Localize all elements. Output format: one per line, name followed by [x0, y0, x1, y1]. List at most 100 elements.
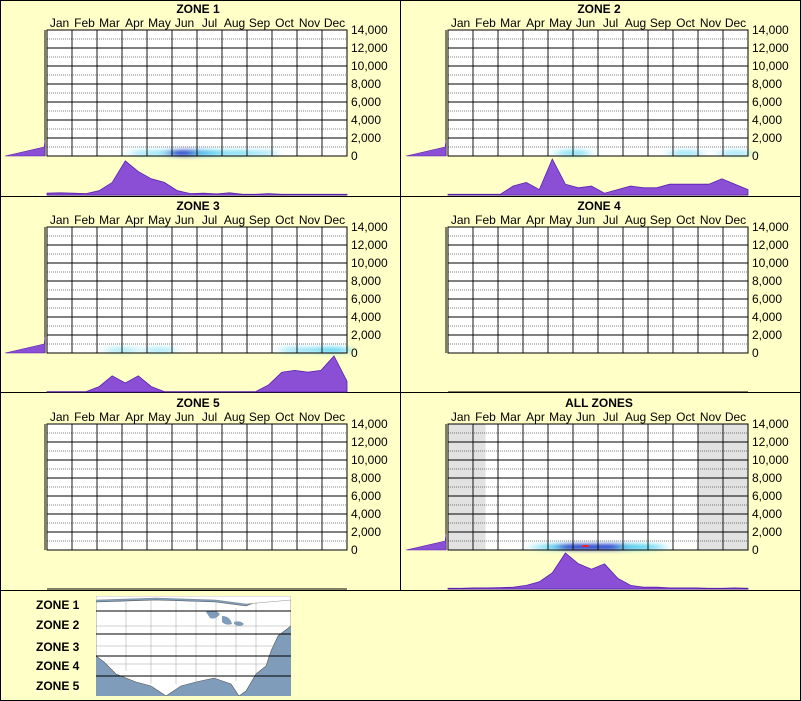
zone-2-elevation-density — [406, 139, 447, 157]
zone-1-y-tick-label: 4,000 — [351, 113, 381, 127]
all-zones-title: ALL ZONES — [565, 396, 633, 410]
zone-5-y-tick-label: 14,000 — [351, 417, 388, 431]
all-zones-month-label: Jan — [451, 410, 470, 424]
zone-3-month-label: Oct — [275, 213, 294, 227]
zone-2-y-tick-label: 2,000 — [752, 131, 782, 145]
zone-5-y-tick-label: 0 — [351, 543, 358, 557]
zone-5-title: ZONE 5 — [176, 396, 220, 410]
zone-4-y-tick-label: 14,000 — [752, 220, 789, 234]
zone-1-heat-layer — [129, 150, 277, 156]
all-zones-peak-marker — [582, 545, 589, 547]
zone-4-month-label: Jun — [576, 213, 595, 227]
zone-1-month-label: Jun — [175, 16, 194, 30]
zone-2-month-label: Nov — [700, 16, 721, 30]
zone-1-month-label: Apr — [125, 16, 144, 30]
zone-3-y-tick-label: 6,000 — [351, 292, 381, 306]
zone-5-y-tick-label: 12,000 — [351, 435, 388, 449]
zone-3-grid-frame — [46, 226, 348, 354]
zone-2-y-tick-label: 4,000 — [752, 113, 782, 127]
zone-5-y-tick-label: 2,000 — [351, 525, 381, 539]
zone-2-month-label: Sep — [650, 16, 672, 30]
zone-1-title: ZONE 1 — [176, 2, 220, 16]
zone-2-month-label: Jun — [576, 16, 595, 30]
zone-4-month-label: Jul — [603, 213, 618, 227]
all-zones-y-tick-label: 2,000 — [752, 525, 782, 539]
zone-4-y-tick-label: 8,000 — [752, 274, 782, 288]
zone-3-month-label: Nov — [299, 213, 320, 227]
legend-zone-5-label: ZONE 5 — [36, 679, 80, 693]
zone-5-grid-frame — [46, 423, 348, 551]
zone-2-panel: ZONE 2 Jan Feb Mar Apr May Jun Jul Aug Sep Oct Nov D… — [406, 2, 789, 196]
zone-1-heat-cell — [217, 150, 252, 156]
all-zones-panel: ALL ZONES Jan Feb Mar Apr May Jun Jul Aug Sep Oct N… — [406, 396, 789, 590]
zone-2-month-label: Dec — [725, 16, 746, 30]
all-zones-elevation-density — [406, 533, 447, 551]
zone-1-month-label: Aug — [224, 16, 245, 30]
zone-4-title: ZONE 4 — [577, 199, 621, 213]
zone-1-y-tick-label: 10,000 — [351, 59, 388, 73]
zone-2-grid-frame — [447, 29, 749, 157]
zone-3-y-tick-label: 2,000 — [351, 328, 381, 342]
zone-5-y-tick-label: 6,000 — [351, 489, 381, 503]
zone-4-month-label: Sep — [650, 213, 672, 227]
zone-5-month-label: Jun — [175, 410, 194, 424]
zone-5-month-label: May — [148, 410, 171, 424]
zone-4-month-label: Aug — [625, 213, 646, 227]
zone-3-heat-cell — [142, 347, 177, 353]
zone-1-panel: ZONE 1 Jan Feb Mar Apr May Jun Jul Aug Sep Oct Nov D… — [5, 2, 388, 196]
zone-5-month-label: Jan — [50, 410, 69, 424]
all-zones-y-tick-label: 0 — [752, 543, 759, 557]
all-zones-y-tick-label: 4,000 — [752, 507, 782, 521]
all-zones-shaded-month — [723, 424, 748, 550]
all-zones-month-label: May — [549, 410, 572, 424]
zone-1-month-label: May — [148, 16, 171, 30]
zone-1-y-tick-label: 6,000 — [351, 95, 381, 109]
all-zones-month-density — [447, 552, 749, 590]
zone-1-elevation-density — [5, 139, 46, 157]
zone-1-month-label: Nov — [299, 16, 320, 30]
zone-4-month-label: Dec — [725, 213, 746, 227]
us-map-image — [96, 596, 291, 696]
zone-5-month-label: Feb — [74, 410, 95, 424]
zone-2-y-tick-label: 14,000 — [752, 23, 789, 37]
all-zones-y-tick-label: 10,000 — [752, 453, 789, 467]
zone-4-month-label: Feb — [475, 213, 496, 227]
zone-2-month-label: Jul — [603, 16, 618, 30]
zone-5-month-label: Dec — [324, 410, 345, 424]
all-zones-y-tick-label: 8,000 — [752, 471, 782, 485]
all-zones-month-label: Jul — [603, 410, 618, 424]
zone-3-y-tick-label: 10,000 — [351, 256, 388, 270]
zone-5-month-label: Apr — [125, 410, 144, 424]
legend-zone-2-label: ZONE 2 — [36, 618, 80, 632]
zone-4-month-label: Mar — [500, 213, 521, 227]
zone-3-month-label: May — [148, 213, 171, 227]
zone-5-month-label: Nov — [299, 410, 320, 424]
zone-3-title: ZONE 3 — [176, 199, 220, 213]
zone-3-panel: ZONE 3 Jan Feb Mar Apr May Jun Jul Aug Sep Oct Nov D… — [5, 199, 388, 393]
zone-2-month-label: May — [549, 16, 572, 30]
zone-1-month-label: Oct — [275, 16, 294, 30]
zone-legend: ZONE 1 ZONE 2 ZONE 3 ZONE 4 ZONE 5 — [0, 590, 800, 700]
zone-1-month-label: Jan — [50, 16, 69, 30]
zone-4-y-tick-label: 12,000 — [752, 238, 789, 252]
legend-zone-1-label: ZONE 1 — [36, 598, 80, 612]
zone-2-month-label: Feb — [475, 16, 496, 30]
all-zones-month-label: Mar — [500, 410, 521, 424]
zone-5-month-label: Oct — [275, 410, 294, 424]
zone-5-month-label: Aug — [224, 410, 245, 424]
zone-2-y-tick-label: 0 — [752, 149, 759, 163]
zone-2-heat-cell — [718, 150, 753, 156]
zone-2-y-tick-label: 12,000 — [752, 41, 789, 55]
all-zones-month-label: Jun — [576, 410, 595, 424]
zone-1-grid-frame — [46, 29, 348, 157]
all-zones-month-label: Sep — [650, 410, 672, 424]
zone-3-month-label: Dec — [324, 213, 345, 227]
all-zones-y-tick-label: 12,000 — [752, 435, 789, 449]
zone-4-grid-frame — [447, 226, 749, 354]
zone-3-month-label: Jun — [175, 213, 194, 227]
zone-3-month-density — [46, 355, 348, 393]
zone-1-heat-cell — [242, 150, 277, 156]
zone-1-month-label: Dec — [324, 16, 345, 30]
